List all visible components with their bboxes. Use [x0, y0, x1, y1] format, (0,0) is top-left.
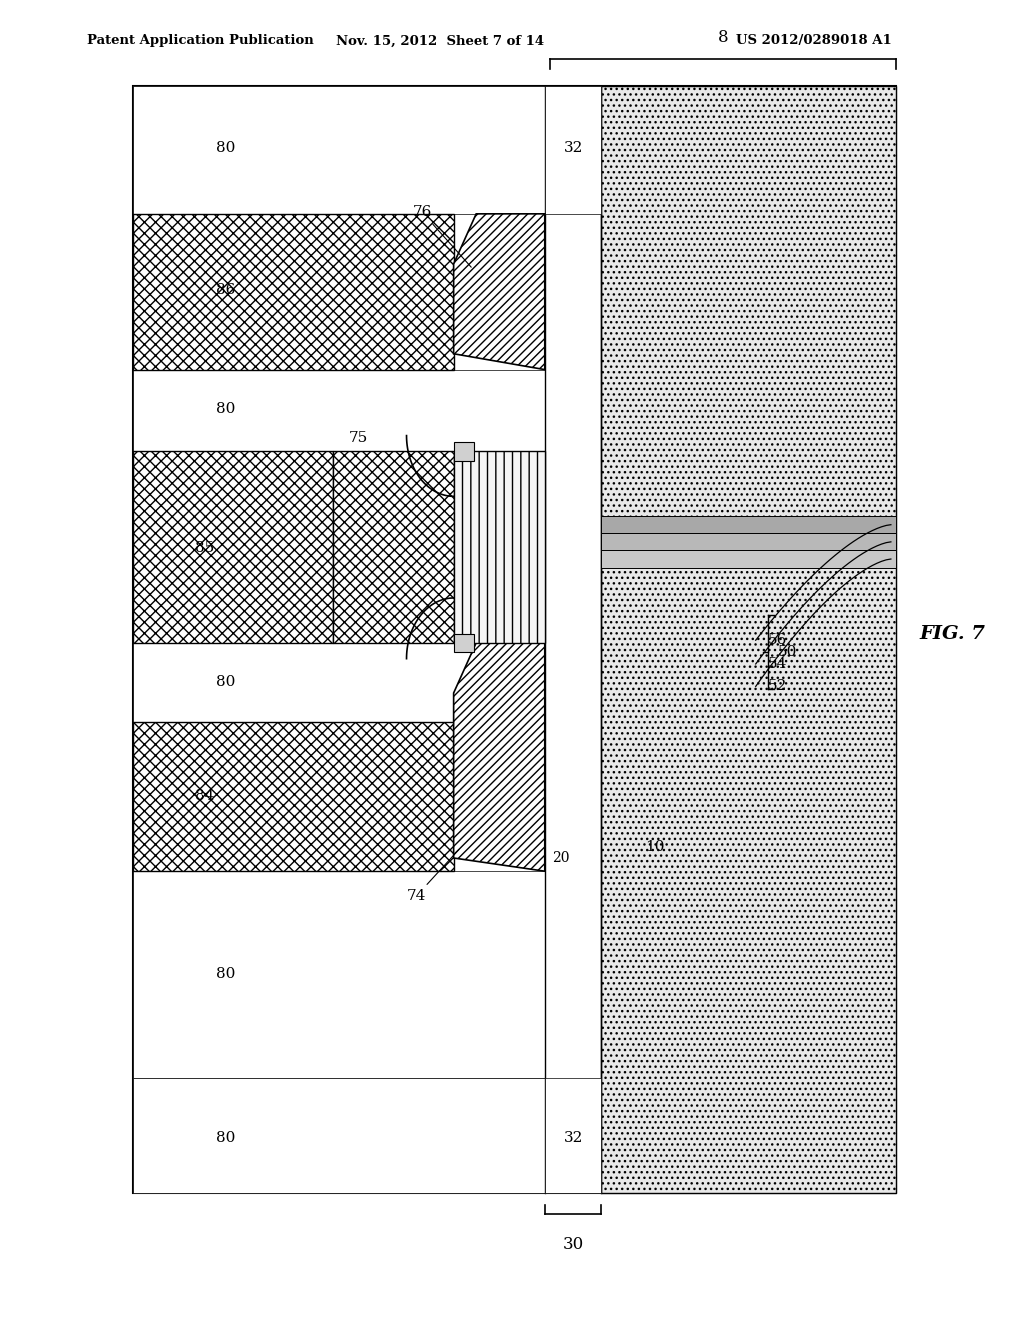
Text: Nov. 15, 2012  Sheet 7 of 14: Nov. 15, 2012 Sheet 7 of 14 [336, 34, 545, 48]
Bar [454, 451, 545, 643]
Text: 50: 50 [778, 645, 798, 659]
Text: 86: 86 [216, 284, 234, 297]
Bar [133, 871, 545, 1078]
Bar [133, 1078, 545, 1193]
Text: 32: 32 [564, 1131, 583, 1144]
Text: 70: 70 [454, 638, 472, 651]
Text: 80: 80 [216, 403, 234, 416]
Text: 85: 85 [196, 541, 214, 554]
Text: 70: 70 [454, 449, 472, 462]
Text: 76: 76 [413, 206, 471, 267]
Bar [133, 370, 545, 451]
Text: 10: 10 [645, 841, 666, 854]
Bar [133, 86, 545, 214]
Bar [133, 451, 333, 643]
Text: 20: 20 [552, 851, 570, 865]
Text: 58: 58 [480, 541, 499, 554]
Bar [454, 442, 474, 461]
Text: 54: 54 [768, 657, 787, 671]
Text: 52: 52 [768, 680, 787, 693]
Text: 84: 84 [196, 789, 214, 803]
Text: 56: 56 [768, 634, 787, 647]
Polygon shape [454, 214, 545, 370]
Text: 32: 32 [564, 141, 583, 154]
Bar [333, 451, 454, 643]
Bar [601, 533, 896, 550]
Text: 60: 60 [479, 285, 500, 298]
Text: 75: 75 [349, 432, 368, 445]
Bar [133, 86, 896, 1193]
Bar [601, 550, 896, 568]
Bar [545, 1078, 601, 1193]
Bar [133, 722, 454, 871]
Text: 8: 8 [718, 29, 728, 46]
Text: 80: 80 [216, 141, 234, 154]
Bar [133, 643, 545, 722]
Text: 40: 40 [479, 788, 500, 801]
Text: FIG. 7: FIG. 7 [920, 624, 985, 643]
Bar [545, 86, 601, 214]
Bar [601, 516, 896, 533]
Text: 80: 80 [216, 1131, 234, 1144]
Bar [133, 214, 454, 370]
Text: 74: 74 [407, 850, 459, 903]
Bar [454, 634, 474, 652]
Polygon shape [454, 643, 545, 871]
Text: 30: 30 [562, 1236, 584, 1253]
Text: 80: 80 [216, 968, 234, 981]
Text: Patent Application Publication: Patent Application Publication [87, 34, 313, 48]
Text: US 2012/0289018 A1: US 2012/0289018 A1 [736, 34, 892, 48]
Bar [601, 86, 896, 1193]
Text: 80: 80 [216, 676, 234, 689]
